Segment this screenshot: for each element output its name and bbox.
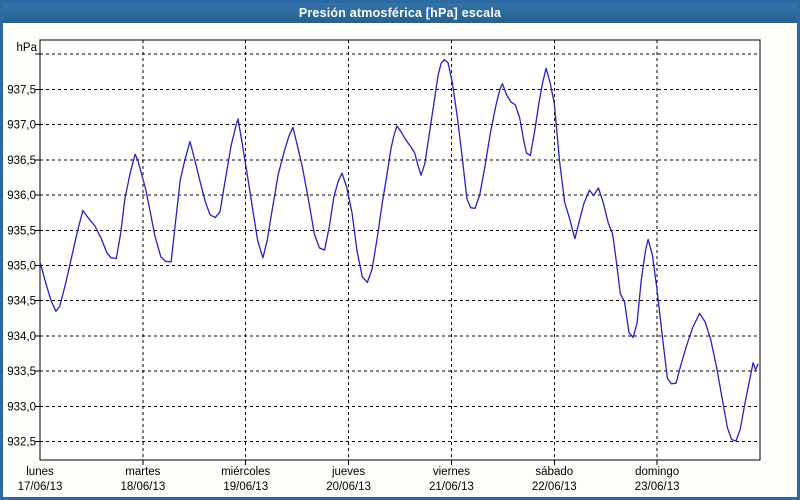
y-axis-label: 935,5 [7,225,36,237]
x-axis-day-label: sábado [535,466,573,478]
unit-label: hPa [17,42,38,54]
y-axis-label: 932,5 [7,437,36,449]
x-axis-day-label: martes [125,466,160,478]
plot-frame [39,39,761,461]
y-axis-label: 934,5 [7,296,36,308]
pressure-chart: 937,5 937,0 936,5 936,0 935,5 935,0 934,5 934,0… [7,39,761,493]
y-axis-label: 937,5 [7,84,36,96]
y-axis-label: 933,5 [7,366,36,378]
x-axis-date-label: 20/06/13 [326,481,371,493]
y-axis-label: 935,0 [7,261,36,273]
x-axis-day-label: domingo [635,466,679,478]
x-axis-date-label: 23/06/13 [635,481,680,493]
pressure-curve [39,59,759,442]
title-bar: Presión atmosférica [hPa] escala [3,3,797,23]
x-axis-date-label: 17/06/13 [18,481,63,493]
y-axis-label: 937,0 [7,120,36,132]
y-axis-label: 933,0 [7,401,36,413]
y-axis-label: 934,0 [7,331,36,343]
chart-title: Presión atmosférica [hPa] escala [298,6,502,20]
x-axis-date-label: 21/06/13 [429,481,474,493]
x-axis-day-label: jueves [331,466,365,478]
x-axis-day-label: viernes [433,466,470,478]
x-axis-date-label: 19/06/13 [223,481,268,493]
x-axis-date-label: 18/06/13 [120,481,165,493]
x-axis-date-label: 22/06/13 [532,481,577,493]
y-axis-label: 936,0 [7,190,36,202]
x-axis-day-label: lunes [26,466,54,478]
y-axis-label: 936,5 [7,155,36,167]
x-axis-day-label: miércoles [221,466,270,478]
